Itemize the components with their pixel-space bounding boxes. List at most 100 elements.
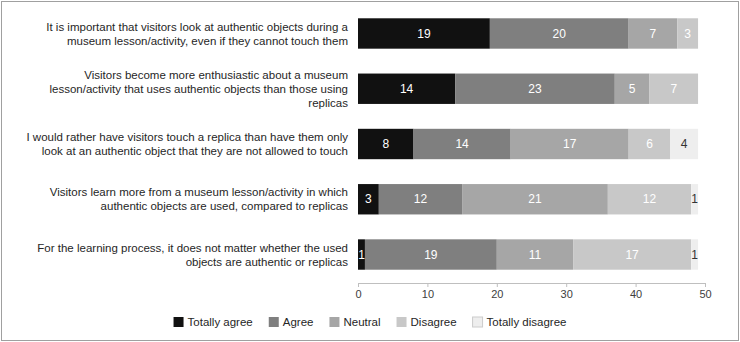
bar-segment — [573, 239, 691, 269]
legend: Totally agree Agree Neutral Disagree Totally… — [174, 316, 567, 328]
data-label: 4 — [681, 137, 688, 151]
legend-swatch — [473, 317, 483, 327]
data-label: 7 — [670, 82, 677, 96]
legend-item: Totally agree — [174, 316, 253, 328]
bar-segment — [455, 74, 615, 104]
legend-item: Agree — [269, 316, 314, 328]
bar-segment — [511, 129, 629, 159]
data-label: 17 — [625, 248, 639, 262]
chart: 1914831202314121975172111376121741101020… — [0, 0, 740, 342]
category-label: I would rather have visitors touch a rep… — [26, 131, 348, 157]
tick: 0 — [355, 283, 361, 300]
bar-segment — [358, 184, 379, 214]
category-label-line: I would rather have visitors touch a rep… — [26, 131, 348, 143]
legend-item: Totally disagree — [473, 316, 567, 328]
legend-swatch — [397, 317, 407, 327]
bar-segment — [615, 74, 650, 104]
data-label: 21 — [528, 192, 542, 206]
bar-segment — [691, 184, 698, 214]
data-label: 19 — [424, 248, 438, 262]
data-label: 14 — [400, 82, 414, 96]
axis-line — [359, 284, 706, 288]
tick-mark — [705, 283, 706, 287]
tick-label: 40 — [630, 288, 642, 300]
legend-label: Agree — [283, 316, 314, 328]
tick: 40 — [630, 283, 642, 300]
category-label: For the learning process, it does not ma… — [37, 242, 348, 268]
category-label-line: For the learning process, it does not ma… — [37, 242, 348, 254]
bar-segment — [358, 129, 414, 159]
data-labels: 19148312023141219751721113761217411 — [358, 27, 698, 262]
tick: 10 — [422, 283, 434, 300]
category-label-line: objects are authentic or replicas — [186, 256, 349, 268]
data-label: 1 — [358, 248, 365, 262]
legend-label: Totally agree — [188, 316, 253, 328]
legend-label: Neutral — [343, 316, 380, 328]
tick-label: 0 — [355, 288, 361, 300]
data-label: 12 — [643, 192, 657, 206]
bar-segment — [379, 184, 462, 214]
tick: 30 — [561, 283, 573, 300]
bar-segment — [358, 74, 455, 104]
data-label: 23 — [528, 82, 542, 96]
x-axis: 0 10 20 30 40 50 — [355, 283, 711, 300]
category-label-line: look at an authentic object that they ar… — [42, 145, 348, 157]
legend-label: Disagree — [411, 316, 457, 328]
legend-item: Disagree — [397, 316, 457, 328]
category-label-line: museum lesson/activity, even if they can… — [67, 35, 348, 47]
legend-item: Neutral — [329, 316, 380, 328]
category-label-line: It is important that visitors look at au… — [46, 21, 348, 33]
bar-segment — [462, 184, 608, 214]
data-label: 3 — [684, 27, 691, 41]
plot-area — [358, 18, 698, 269]
bar-segment — [691, 239, 698, 269]
category-label-line: lesson/activity that uses authentic obje… — [49, 83, 348, 95]
data-label: 14 — [455, 137, 469, 151]
bar-segment — [497, 239, 573, 269]
tick-mark — [358, 283, 359, 287]
bar-segment — [677, 18, 698, 48]
data-label: 12 — [414, 192, 428, 206]
category-label: Visitors learn more from a museum lesson… — [50, 186, 349, 212]
legend-swatch — [174, 317, 184, 327]
category-label-line: replicas — [308, 97, 348, 109]
frame — [2, 2, 739, 341]
data-label: 7 — [650, 27, 657, 41]
legend-swatch — [269, 317, 279, 327]
category-label-line: Visitors become more enthusiastic about … — [84, 69, 348, 81]
data-label: 8 — [382, 137, 389, 151]
category-labels: It is important that visitors look at au… — [26, 21, 348, 268]
tick-mark — [427, 283, 428, 287]
bar-segment — [670, 129, 698, 159]
tick-label: 50 — [699, 288, 711, 300]
category-label: Visitors become more enthusiastic about … — [49, 69, 348, 109]
tick: 20 — [491, 283, 503, 300]
bar-segment — [608, 184, 691, 214]
data-label: 11 — [529, 248, 542, 262]
tick-label: 20 — [491, 288, 503, 300]
bar-segment — [649, 74, 698, 104]
bar-segment — [358, 239, 365, 269]
category-label: It is important that visitors look at au… — [46, 21, 348, 47]
legend-label: Totally disagree — [487, 316, 567, 328]
tick-mark — [566, 283, 567, 287]
tick-label: 10 — [422, 288, 434, 300]
tick-mark — [497, 283, 498, 287]
data-label: 19 — [417, 27, 431, 41]
tick-mark — [636, 283, 637, 287]
data-label: 1 — [691, 192, 698, 206]
bar-segment — [629, 129, 671, 159]
bar-segment — [365, 239, 497, 269]
bar-segment — [414, 129, 511, 159]
data-label: 6 — [646, 137, 653, 151]
tick-label: 30 — [561, 288, 573, 300]
bar-segment — [629, 18, 678, 48]
bar-segment — [358, 18, 490, 48]
data-label: 3 — [365, 192, 372, 206]
category-label-line: authentic objects are used, compared to … — [101, 200, 349, 212]
bar-segment — [490, 18, 629, 48]
tick: 50 — [699, 283, 711, 300]
data-label: 17 — [563, 137, 577, 151]
data-label: 5 — [629, 82, 636, 96]
category-label-line: Visitors learn more from a museum lesson… — [50, 186, 348, 198]
